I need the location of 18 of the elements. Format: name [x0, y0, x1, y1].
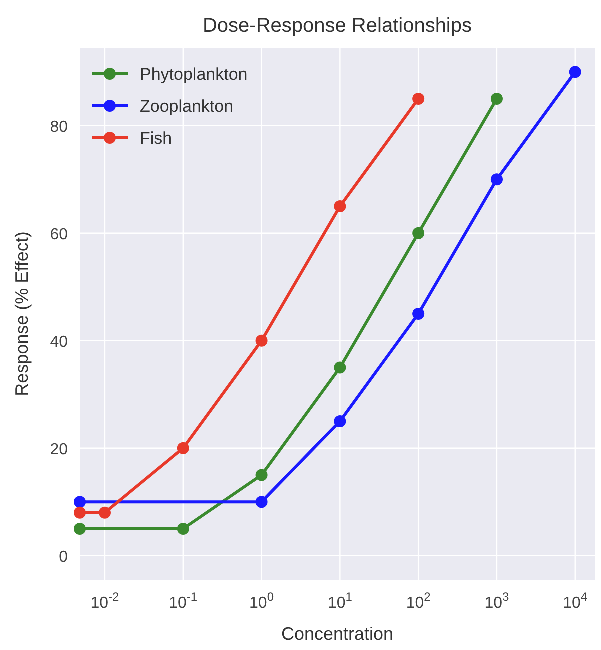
y-tick-label: 20	[50, 441, 68, 458]
y-tick-label: 40	[50, 334, 68, 351]
x-tick-label: 10$^{-2}$	[90, 590, 120, 612]
x-tick-label: 10$^{1}$	[328, 590, 353, 612]
chart-title: Dose-Response Relationships	[202, 15, 472, 37]
x-tick-label: 10$^{3}$	[484, 590, 510, 612]
x-tick-label: 10$^{2}$	[406, 590, 432, 612]
x-tick-label: 10$^{-1}$	[169, 590, 198, 612]
x-axis-title: Concentration	[281, 624, 394, 644]
y-tick-label: 60	[50, 226, 68, 244]
y-axis-title: Response (% Effect)	[12, 232, 32, 396]
x-tick-label: 10$^{0}$	[250, 590, 274, 612]
y-tick-label: 0	[59, 548, 68, 566]
y-tick-label: 80	[50, 118, 68, 136]
legend-label: Phytoplankton	[140, 65, 248, 84]
legend-label: Zooplankton	[140, 97, 234, 116]
legend-label: Fish	[140, 129, 172, 148]
x-tick-label: 10$^{4}$	[563, 590, 588, 612]
